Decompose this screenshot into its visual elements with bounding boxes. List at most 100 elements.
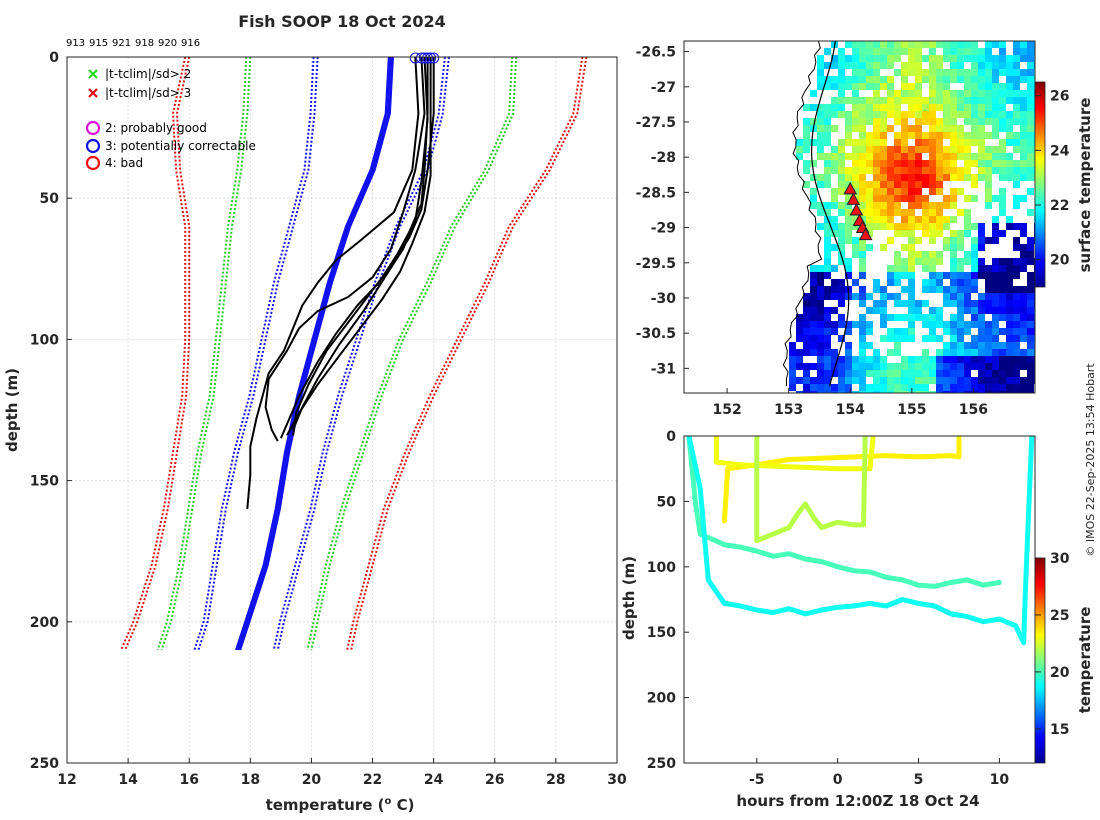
- sst-cell: [831, 62, 838, 69]
- sst-cell: [1006, 223, 1013, 230]
- sst-cell: [901, 153, 908, 160]
- sst-cell: [894, 328, 901, 335]
- sst-cell: [859, 76, 866, 83]
- sst-cell: [957, 342, 964, 349]
- sst-cell: [985, 160, 992, 167]
- sst-cell: [915, 62, 922, 69]
- sst-cell: [915, 104, 922, 111]
- sst-cell: [915, 370, 922, 377]
- sst-cell: [824, 48, 831, 55]
- sst-cell: [1027, 104, 1034, 111]
- profile-axes-bg: [67, 57, 617, 763]
- sst-cell: [1006, 258, 1013, 265]
- sst-cell: [789, 342, 796, 349]
- sst-cell: [887, 314, 894, 321]
- sst-cell: [943, 41, 950, 48]
- sst-cell: [978, 363, 985, 370]
- sst-cell: [1027, 300, 1034, 307]
- sst-cell: [971, 41, 978, 48]
- sst-cell: [901, 223, 908, 230]
- sst-cell: [985, 300, 992, 307]
- sst-cell: [817, 209, 824, 216]
- profile-ids: 913 915 921 918 920 916: [66, 38, 200, 49]
- sst-cell: [1006, 279, 1013, 286]
- sst-cell: [964, 41, 971, 48]
- sst-cell: [1027, 314, 1034, 321]
- sst-cell: [936, 307, 943, 314]
- sst-cell: [922, 139, 929, 146]
- sst-cell: [957, 370, 964, 377]
- sst-cell: [908, 55, 915, 62]
- sst-cell: [1020, 384, 1027, 391]
- sst-cell: [999, 230, 1006, 237]
- sst-cell: [901, 125, 908, 132]
- sst-cell: [1013, 48, 1020, 55]
- sst-cell: [1020, 48, 1027, 55]
- climatology-line: [239, 57, 394, 651]
- sst-cell: [824, 209, 831, 216]
- sst-cell: [880, 209, 887, 216]
- sst-cell: [831, 307, 838, 314]
- sst-cell: [1013, 391, 1020, 393]
- sst-cell: [992, 132, 999, 139]
- climatology-line: [156, 57, 248, 651]
- sst-cell: [922, 384, 929, 391]
- sst-cell: [1027, 188, 1034, 195]
- sst-cell: [887, 237, 894, 244]
- sst-cell: [943, 69, 950, 76]
- sst-cell: [908, 370, 915, 377]
- sst-cell: [873, 384, 880, 391]
- sst-cell: [957, 349, 964, 356]
- sst-cell: [992, 321, 999, 328]
- sst-cell: [992, 111, 999, 118]
- sst-cell: [845, 97, 852, 104]
- sst-cell: [971, 83, 978, 90]
- sst-cell: [859, 83, 866, 90]
- surface-flag-circle: [419, 52, 430, 64]
- sst-cell: [838, 167, 845, 174]
- sst-cell: [859, 265, 866, 272]
- sst-cell: [978, 48, 985, 55]
- sst-cell: [859, 174, 866, 181]
- sst-cell: [922, 167, 929, 174]
- sst-cell: [880, 125, 887, 132]
- sst-cell: [964, 195, 971, 202]
- sst-cell: [950, 41, 957, 48]
- temperature-colorbar-label: temperature: [1076, 607, 1094, 714]
- sst-cell: [852, 391, 859, 393]
- sst-cell: [999, 370, 1006, 377]
- sst-cell: [971, 279, 978, 286]
- sst-cell: [964, 293, 971, 300]
- sst-cell: [922, 223, 929, 230]
- sst-cell: [880, 153, 887, 160]
- sst-cell: [985, 328, 992, 335]
- sst-cell: [1027, 69, 1034, 76]
- sst-cell: [950, 118, 957, 125]
- sst-cell: [957, 286, 964, 293]
- sst-cell: [957, 335, 964, 342]
- sst-cell: [936, 139, 943, 146]
- sst-cell: [810, 188, 817, 195]
- sst-cell: [838, 83, 845, 90]
- sst-cell: [943, 272, 950, 279]
- sst-cell: [831, 160, 838, 167]
- sst-cell: [929, 104, 936, 111]
- sst-cell: [845, 265, 852, 272]
- sst-cell: [859, 342, 866, 349]
- sst-cell: [803, 132, 810, 139]
- sst-cell: [838, 181, 845, 188]
- sst-cell: [1013, 349, 1020, 356]
- sst-cell: [873, 188, 880, 195]
- sst-cell: [887, 104, 894, 111]
- sst-cell: [992, 328, 999, 335]
- sst-cell: [992, 118, 999, 125]
- sst-cell: [817, 83, 824, 90]
- sst-cell: [1027, 272, 1034, 279]
- sst-cell: [992, 384, 999, 391]
- sst-cell: [1027, 251, 1034, 258]
- sst-cell: [803, 118, 810, 125]
- sst-cell: [985, 202, 992, 209]
- sst-cell: [964, 209, 971, 216]
- sst-cell: [1020, 41, 1027, 48]
- sst-cell: [992, 279, 999, 286]
